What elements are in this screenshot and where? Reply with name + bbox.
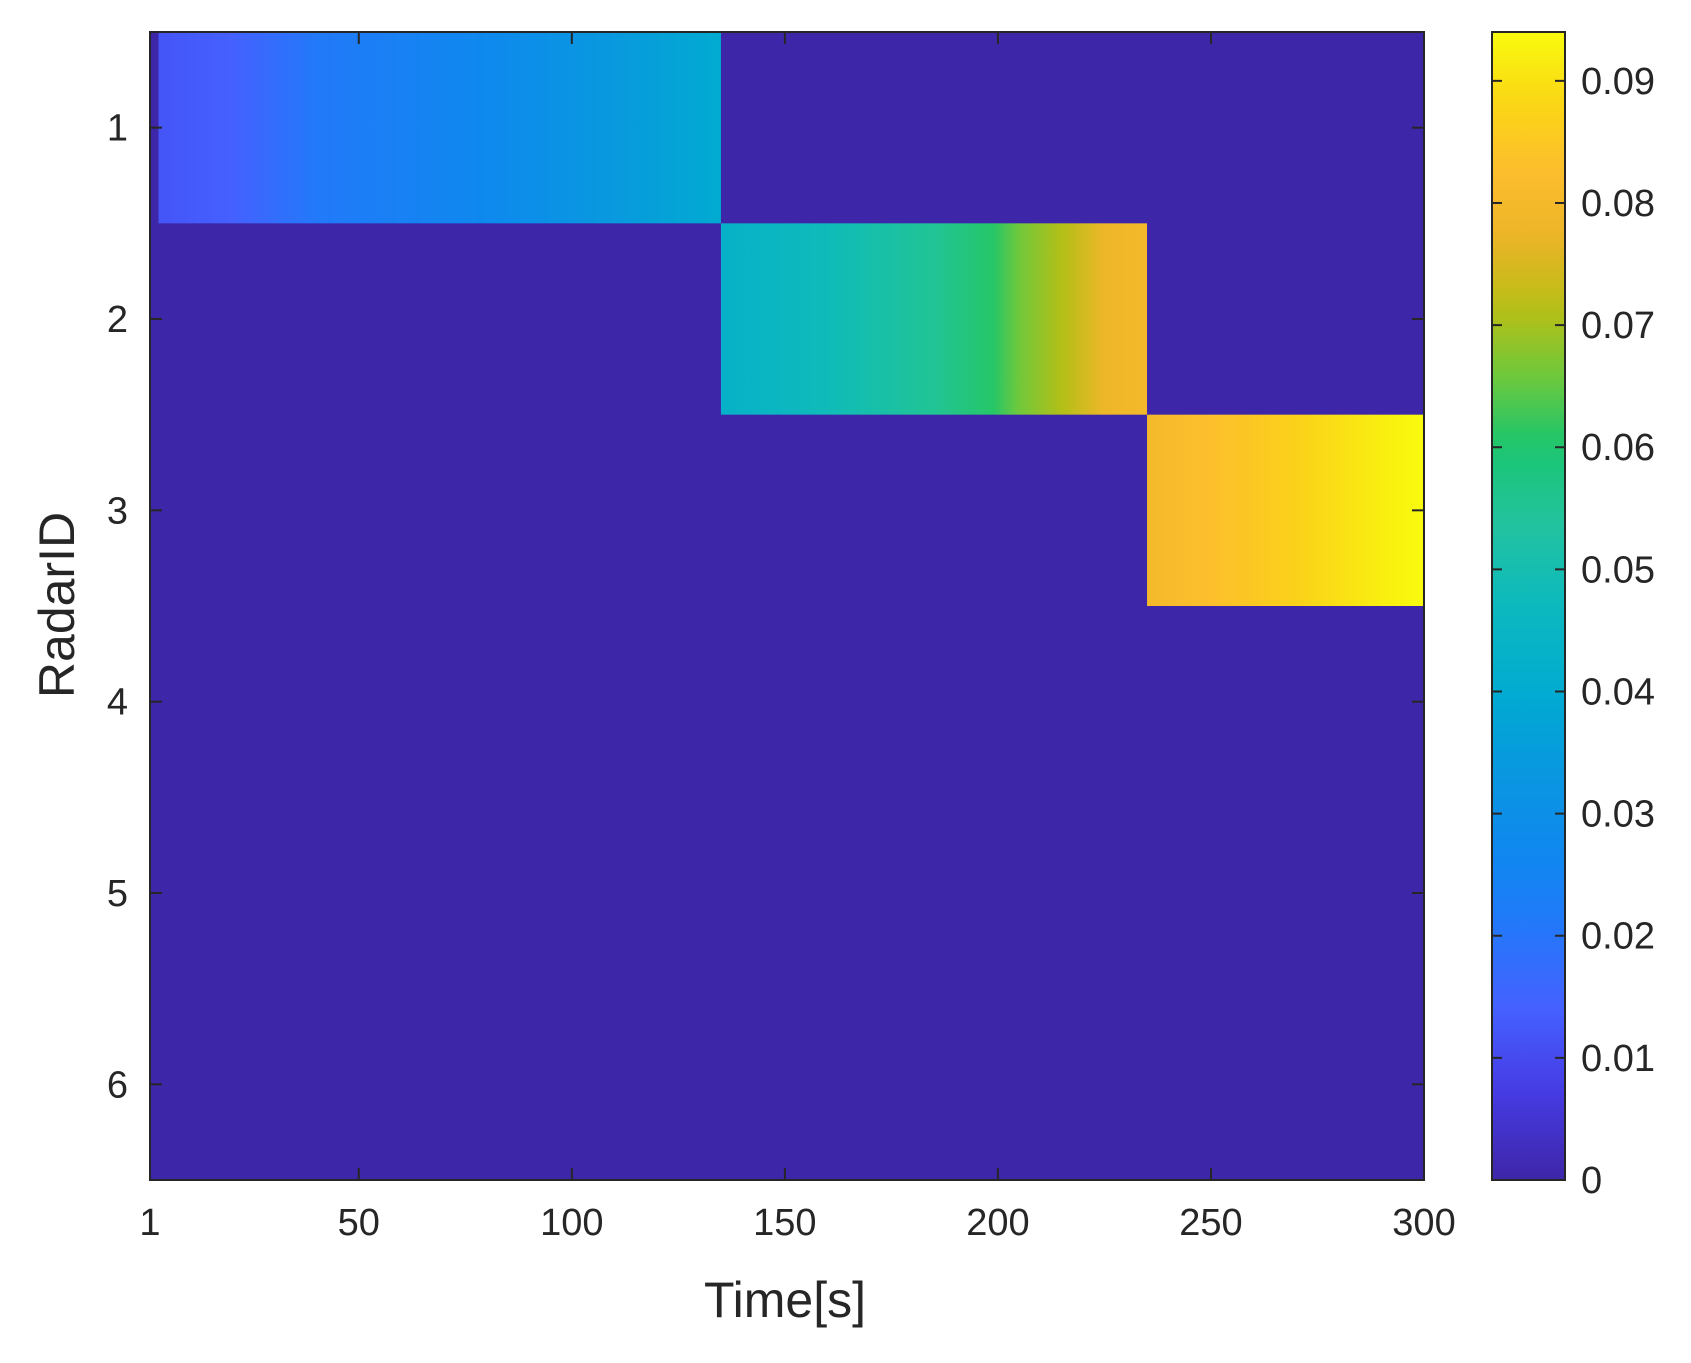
y-tick-label: 4 <box>107 682 128 724</box>
heatmap-cell-radar-3 <box>1147 414 1424 606</box>
y-tick-label: 6 <box>107 1064 128 1106</box>
colorbar: 0 0.01 0.02 0.03 0.04 0.05 0.06 0.07 0.08 0.09 <box>1491 31 1655 1202</box>
colorbar-tick-label: 0.06 <box>1581 427 1655 469</box>
colorbar-tick-label: 0.05 <box>1581 549 1655 591</box>
y-tick-label: 5 <box>107 873 128 915</box>
x-axis: Time[s] 1 50 100 150 200 250 300 <box>139 32 1456 1328</box>
x-tick-label: 50 <box>338 1202 380 1244</box>
colorbar-tick-label: 0.02 <box>1581 916 1655 958</box>
y-axis: RadarID 1 2 3 4 5 6 <box>29 108 1424 1106</box>
colorbar-tick-label: 0.03 <box>1581 794 1655 836</box>
colorbar-tick-label: 0.04 <box>1581 671 1655 713</box>
colorbar-tick-label: 0.08 <box>1581 183 1655 225</box>
colorbar-tick-label: 0.09 <box>1581 61 1655 103</box>
x-tick-label: 300 <box>1392 1202 1455 1244</box>
y-tick-label: 2 <box>107 299 128 341</box>
plot-frame <box>149 31 1425 1181</box>
x-tick-label: 1 <box>139 1202 160 1244</box>
y-axis-title: RadarID <box>29 512 85 698</box>
x-tick-label: 150 <box>753 1202 816 1244</box>
x-tick-label: 100 <box>540 1202 603 1244</box>
x-axis-title: Time[s] <box>704 1272 866 1328</box>
y-tick-label: 1 <box>107 108 128 150</box>
colorbar-tick-label: 0.07 <box>1581 305 1655 347</box>
colorbar-ramp <box>1491 31 1566 1181</box>
heatmap-cell-radar-1 <box>158 32 721 224</box>
colorbar-tick-label: 0.01 <box>1581 1038 1655 1080</box>
plot-area <box>149 31 1425 1181</box>
colorbar-tick-label: 0 <box>1581 1160 1602 1202</box>
y-tick-label: 3 <box>107 490 128 532</box>
heatmap-cell-radar-2 <box>720 223 1148 415</box>
x-tick-label: 200 <box>966 1202 1029 1244</box>
x-tick-label: 250 <box>1179 1202 1242 1244</box>
